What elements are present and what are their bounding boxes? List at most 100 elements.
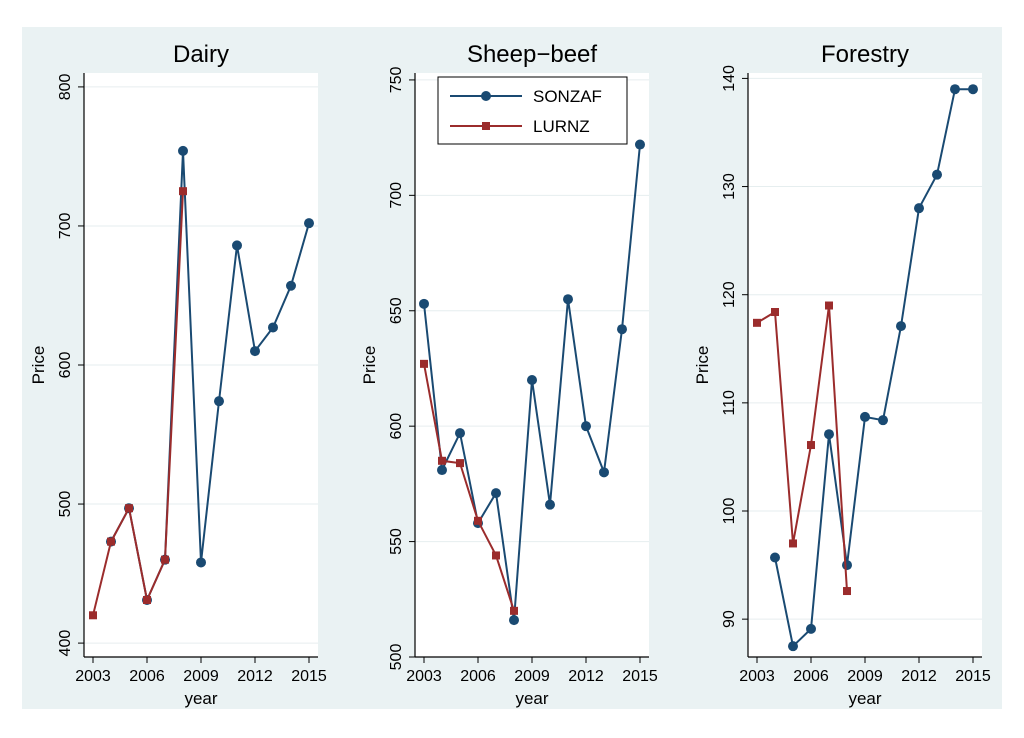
sheep-beef-sonzaf-point	[455, 428, 465, 439]
sheep-beef-lurnz-point	[474, 516, 482, 525]
forestry-ytick-label: 130	[721, 173, 738, 200]
legend-box	[437, 76, 628, 145]
forestry-xtick-label: 2012	[901, 668, 937, 685]
dairy-xtick-label: 2006	[129, 668, 165, 685]
dairy-sonzaf-point	[250, 346, 260, 357]
sheep-beef-lurnz-point	[456, 459, 464, 468]
forestry-title: Forestry	[821, 41, 909, 68]
sheep-beef-ytick-label: 650	[388, 297, 405, 324]
sheep-beef-ytick-label: 550	[388, 528, 405, 555]
dairy-sonzaf-point	[178, 145, 188, 156]
forestry-xtick-label: 2003	[739, 668, 775, 685]
dairy-panel: 400 500 600 700 800 2003 2006 2009 2012 2015 Dair…	[29, 41, 327, 708]
sheep-beef-ytick-label: 750	[388, 66, 405, 93]
sheep-beef-ytick-label: 500	[388, 644, 405, 671]
dairy-lurnz-point	[161, 555, 169, 564]
sheep-beef-lurnz-point	[420, 359, 428, 368]
forestry-lurnz-point	[843, 587, 851, 596]
legend-lurnz-label: LURNZ	[533, 117, 590, 136]
forestry-sonzaf-point	[932, 169, 942, 180]
dairy-lurnz-point	[125, 504, 133, 513]
forestry-sonzaf-point	[770, 552, 780, 563]
dairy-xtick-label: 2009	[183, 668, 219, 685]
sheep-beef-xtick-label: 2009	[514, 668, 550, 685]
forestry-ylabel: Price	[693, 346, 712, 385]
dairy-plot-layer: 400 500 600 700 800 2003 2006 2009 2012 2015	[57, 73, 327, 685]
dairy-ytick-label: 700	[57, 213, 74, 240]
dairy-lurnz-point	[89, 611, 97, 620]
forestry-panel: 90 100 110 120 130 140 2003 2006 2009 2012 2015 Fo…	[693, 41, 991, 708]
dairy-ytick-label: 600	[57, 352, 74, 379]
forestry-sonzaf-point	[914, 203, 924, 214]
sheep-beef-ylabel: Price	[360, 346, 379, 385]
sheep-beef-sonzaf-point	[419, 298, 429, 309]
dairy-sonzaf-point	[232, 240, 242, 251]
dairy-xtick-label: 2003	[75, 668, 111, 685]
forestry-sonzaf-point	[788, 641, 798, 652]
dairy-xtick-label: 2015	[291, 668, 327, 685]
forestry-sonzaf-point	[878, 415, 888, 426]
forestry-plot-area	[748, 73, 982, 657]
forestry-lurnz-point	[789, 539, 797, 548]
forestry-sonzaf-point	[968, 84, 978, 95]
forestry-sonzaf-point	[842, 560, 852, 571]
dairy-xtick-label: 2012	[237, 668, 273, 685]
sheep-beef-plot-area	[415, 73, 649, 657]
dairy-lurnz-point	[107, 537, 115, 546]
dairy-sonzaf-point	[304, 218, 314, 229]
dairy-ylabel: Price	[29, 346, 48, 385]
forestry-xtick-label: 2015	[955, 668, 991, 685]
forestry-sonzaf-point	[824, 429, 834, 440]
sheep-beef-sonzaf-point	[563, 294, 573, 305]
forestry-xtick-label: 2009	[847, 668, 883, 685]
dairy-sonzaf-point	[214, 396, 224, 407]
legend-sonzaf-marker	[481, 91, 491, 101]
dairy-lurnz-point	[179, 187, 187, 196]
forestry-plot-layer: 90 100 110 120 130 140 2003 2006 2009 2012 2015	[721, 65, 991, 685]
sheep-beef-ytick-label: 700	[388, 182, 405, 209]
sheep-beef-sonzaf-point	[599, 467, 609, 478]
forestry-ytick-label: 120	[721, 281, 738, 308]
dairy-sonzaf-point	[196, 557, 206, 568]
forestry-ytick-label: 110	[721, 390, 738, 416]
legend-lurnz-marker	[482, 122, 490, 130]
sheep-beef-ytick-label: 600	[388, 413, 405, 440]
forestry-xlabel: year	[848, 689, 881, 708]
forestry-ytick-label: 100	[721, 498, 738, 525]
sheep-beef-xlabel: year	[515, 689, 548, 708]
sheep-beef-sonzaf-point	[437, 465, 447, 476]
dairy-ytick-label: 400	[57, 630, 74, 657]
sheep-beef-sonzaf-point	[581, 421, 591, 432]
sheep-beef-lurnz-point	[438, 456, 446, 465]
forestry-lurnz-point	[771, 308, 779, 317]
sheep-beef-sonzaf-point	[545, 499, 555, 510]
sheep-beef-xtick-label: 2015	[622, 668, 658, 685]
sheep-beef-sonzaf-point	[491, 488, 501, 499]
forestry-lurnz-point	[753, 318, 761, 327]
legend-sonzaf-label: SONZAF	[533, 87, 602, 106]
forestry-sonzaf-point	[896, 321, 906, 332]
sheep-beef-sonzaf-point	[635, 139, 645, 150]
dairy-lurnz-line	[92, 191, 184, 616]
forestry-xtick-label: 2006	[793, 668, 829, 685]
forestry-ytick-label: 140	[721, 65, 738, 92]
forestry-lurnz-point	[807, 441, 815, 450]
forestry-sonzaf-point	[950, 84, 960, 95]
sheep-beef-lurnz-point	[492, 551, 500, 560]
dairy-ytick-label: 500	[57, 491, 74, 518]
sheep-beef-xtick-label: 2003	[406, 668, 442, 685]
sheep-beef-xtick-label: 2006	[460, 668, 496, 685]
dairy-ytick-label: 800	[57, 73, 74, 100]
dairy-lurnz-point	[143, 595, 151, 604]
sheep-beef-sonzaf-point	[509, 615, 519, 626]
sheep-beef-xtick-label: 2012	[568, 668, 604, 685]
forestry-sonzaf-point	[806, 623, 816, 634]
sheep-beef-sonzaf-point	[617, 324, 627, 335]
sheep-beef-title: Sheep−beef	[467, 41, 597, 68]
legend: SONZAF LURNZ	[437, 76, 628, 145]
dairy-xlabel: year	[184, 689, 217, 708]
sheep-beef-lurnz-line	[423, 363, 515, 612]
forestry-lurnz-point	[825, 301, 833, 310]
sheep-beef-panel: 500 550 600 650 700 750 2003 2006 2009 2012 2015 S…	[360, 41, 658, 708]
